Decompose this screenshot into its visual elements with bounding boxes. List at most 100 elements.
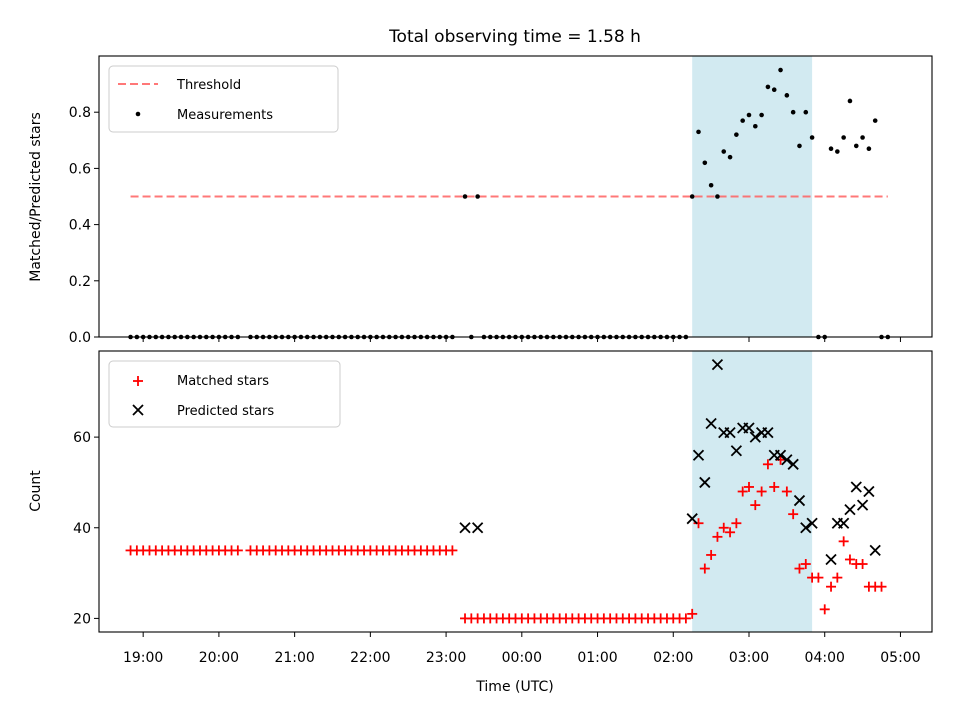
measurement-point [784,93,790,98]
top-ylabel: Matched/Predicted stars [28,112,44,282]
matched-star-point [725,527,736,538]
matched-star-point [699,563,710,574]
legend-predicted-swatch [132,404,144,416]
xtick-label: 00:00 [502,650,542,666]
matched-star-point [800,559,811,570]
measurement-point [866,146,872,152]
matched-star-point [857,559,868,570]
measurement-point [475,194,480,199]
measurement-point [462,194,468,199]
predicted-star-point [856,499,869,511]
predicted-star-point [724,426,736,439]
measurement-point [734,132,739,137]
xtick-label: 01:00 [577,650,617,666]
xtick-label: 19:00 [123,650,163,666]
measurement-point [696,129,701,135]
matched-star-point [447,545,458,556]
measurement-point [841,135,846,140]
measurement-point [715,194,720,199]
bottom-panel: 20 40 60 19:00 20:00 21:00 22:00 23:00 00:00 01:… [28,350,933,666]
predicted-star-point [838,517,850,529]
matched-star-point [769,481,780,492]
predicted-star-point [699,476,711,489]
matched-star-point [756,486,767,497]
predicted-star-point [793,494,806,507]
legend-matched-swatch [133,376,143,386]
predicted-star-point [800,522,812,534]
predicted-star-point [459,522,471,534]
predicted-star-point [774,449,787,461]
measurement-point [702,160,708,166]
xtick-label: 23:00 [426,650,466,666]
matched-star-point [781,486,792,497]
top-xticks [142,337,901,342]
matched-star-point [693,518,704,529]
legend-measurements-label: Measurements [177,108,273,123]
measurement-point [803,109,809,115]
measurement-point [708,182,714,188]
measurement-point [765,84,771,90]
predicted-star-point [762,426,774,439]
matched-star-point [826,581,837,592]
measurement-point [872,118,878,123]
measurement-point [771,87,777,93]
matched-star-point [819,604,830,615]
measurement-point [860,135,865,140]
matched-star-point [832,572,843,583]
matched-star-point [731,518,742,529]
predicted-star-point [730,445,743,457]
xtick-label: 22:00 [350,650,390,666]
matched-star-point [712,531,723,542]
top-panel: 0.00.20.40.60.8 Matched/Predicted stars … [28,55,933,346]
matched-star-point [687,608,698,619]
measurement-point [790,109,796,115]
ytick-label: 0.4 [69,218,91,234]
predicted-star-point [844,503,856,516]
predicted-star-point [692,449,705,461]
xtick-label: 20:00 [199,650,239,666]
measurement-point [853,143,859,149]
bottom-points-layer [125,358,887,624]
measurement-point [721,149,727,154]
legend-measurements-swatch [135,111,141,117]
matched-star-point [813,572,824,583]
predicted-star-point [705,417,717,430]
measurement-point [759,112,764,118]
predicted-star-point [743,422,755,434]
matched-star-point [876,581,887,592]
legend-threshold-label: Threshold [176,78,241,93]
bottom-span-band [692,351,813,632]
figure-title: Total observing time = 1.58 h [388,27,641,47]
predicted-star-point [825,553,837,566]
matched-star-point [706,549,717,560]
predicted-star-point [806,517,818,529]
predicted-star-point [749,431,761,443]
measurement-point [753,123,758,129]
ytick-label: 0.6 [69,161,91,177]
matched-star-point [737,486,748,497]
legend-predicted-label: Predicted stars [177,404,274,419]
matched-star-point [794,563,805,574]
predicted-star-point [781,454,793,466]
bottom-legend: Matched stars Predicted stars [108,360,341,428]
predicted-star-point [471,522,484,534]
matched-star-point [788,509,799,520]
bottom-ylabel: Count [28,470,44,512]
predicted-star-point [787,458,799,470]
predicted-star-point [863,485,875,498]
matched-star-point [762,459,773,470]
top-legend: Threshold Measurements [108,65,339,133]
xtick-label: 04:00 [805,650,845,666]
ytick-label: 20 [73,611,91,627]
predicted-star-point [869,544,881,557]
x-axis-label: Time (UTC) [475,679,553,695]
ytick-label: 0.2 [69,274,91,290]
matched-star-point [743,481,754,492]
bottom-xticks: 19:00 20:00 21:00 22:00 23:00 00:00 01:00 02:00… [123,632,921,666]
bottom-yticks: 20 40 60 [73,430,99,627]
measurement-point [689,194,695,199]
top-yticks: 0.0 0.2 0.4 0.6 0.8 [69,105,99,346]
xtick-label: 21:00 [274,650,314,666]
measurement-point [746,112,752,118]
